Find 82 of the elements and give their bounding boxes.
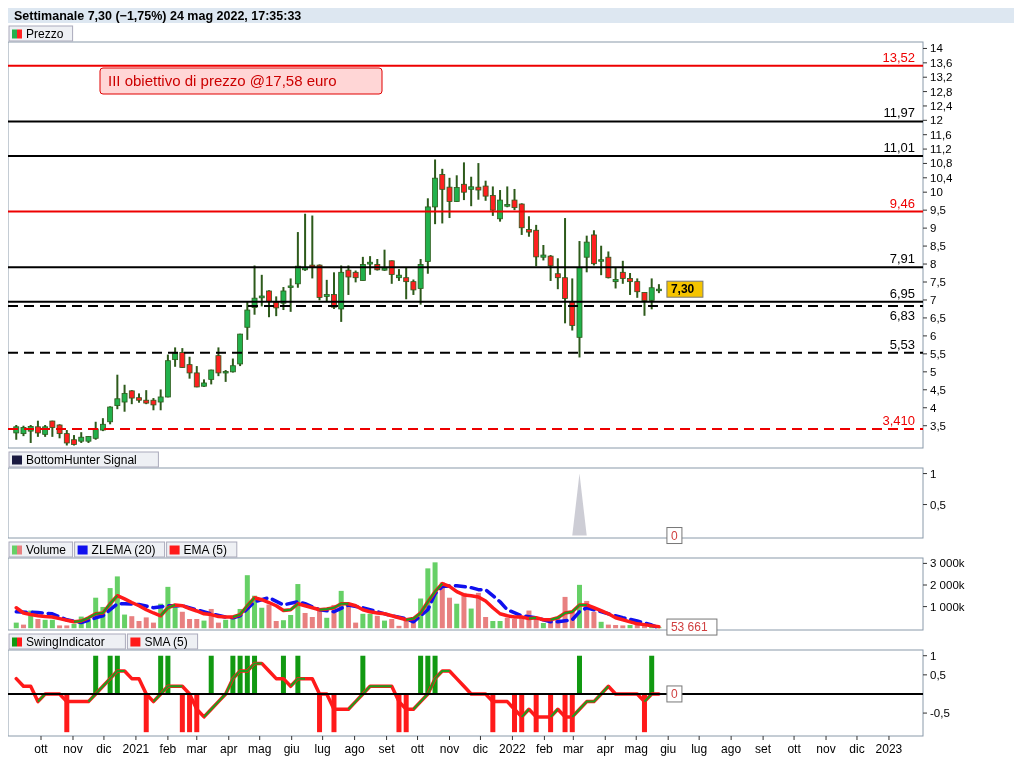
x-tick-label: apr xyxy=(220,742,238,756)
y-tick-label: 11,6 xyxy=(930,128,952,141)
y-tick-label: 3 000k xyxy=(930,557,965,570)
ref-line-label: 13,52 xyxy=(882,49,915,65)
y-tick-label: 2 000k xyxy=(930,579,965,591)
annotation: 7,30 xyxy=(670,282,695,297)
y-tick-label: 9,5 xyxy=(930,204,946,217)
ref-line-label: 11,97 xyxy=(883,105,915,121)
x-tick-label: 2021 xyxy=(122,742,150,756)
x-tick-label: set xyxy=(755,742,772,756)
y-tick-label: -0,5 xyxy=(930,707,950,720)
legend-label: SwingIndicator xyxy=(26,634,105,649)
legend-label: BottomHunter Signal xyxy=(26,452,137,467)
ref-line-label: 5,53 xyxy=(889,336,915,352)
x-tick-label: lug xyxy=(691,742,708,756)
x-tick-label: giu xyxy=(283,742,300,756)
annotation: 53 661 xyxy=(670,620,708,635)
legend-label: SMA (5) xyxy=(144,634,188,649)
y-tick-label: 12 xyxy=(930,114,943,127)
x-tick-label: ago xyxy=(344,742,365,756)
x-tick-label: 2023 xyxy=(875,742,903,756)
y-tick-label: 0,5 xyxy=(930,668,946,681)
chart-title: Settimanale 7,30 (−1,75%) 24 mag 2022, 17:35:33 xyxy=(14,9,302,23)
ref-line-label: 6,83 xyxy=(889,308,915,324)
ref-line-label: 7,91 xyxy=(889,251,915,267)
y-tick-label: 3,5 xyxy=(930,419,946,432)
x-tick-label: nov xyxy=(439,742,460,756)
ref-line-label: 6,95 xyxy=(889,285,915,301)
x-tick-label: dic xyxy=(849,742,865,756)
annotation: III obiettivo di prezzo @17,58 euro xyxy=(108,72,337,89)
y-tick-label: 10,4 xyxy=(930,171,953,184)
y-tick-label: 13,6 xyxy=(930,56,953,69)
y-tick-label: 12,8 xyxy=(930,85,953,98)
x-tick-label: set xyxy=(378,742,396,756)
x-tick-label: dic xyxy=(472,742,489,756)
ref-line-label: 9,46 xyxy=(889,195,915,211)
y-tick-label: 6,5 xyxy=(930,311,946,324)
x-tick-label: ago xyxy=(721,742,742,756)
ref-line-label: 3,410 xyxy=(882,412,915,428)
legend-label: ZLEMA (20) xyxy=(91,542,156,557)
annotation: 0 xyxy=(670,686,678,701)
ref-line-label: 11,01 xyxy=(883,139,915,155)
x-tick-label: ott xyxy=(787,742,802,756)
y-tick-label: 8,5 xyxy=(930,240,946,253)
y-tick-label: 1 000k xyxy=(930,600,965,613)
x-tick-label: dic xyxy=(96,742,112,756)
y-tick-label: 0,5 xyxy=(930,498,946,511)
y-tick-label: 4 xyxy=(930,401,937,414)
y-tick-label: 8 xyxy=(930,258,937,271)
x-tick-label: mag xyxy=(624,742,648,756)
x-tick-label: nov xyxy=(63,742,83,756)
x-tick-label: giu xyxy=(660,742,677,756)
y-tick-label: 13,2 xyxy=(930,71,953,84)
x-tick-label: ott xyxy=(410,742,425,756)
y-tick-label: 9 xyxy=(930,222,937,235)
y-tick-label: 6 xyxy=(930,329,937,342)
x-tick-label: nov xyxy=(816,742,836,756)
legend-label: Prezzo xyxy=(26,26,64,41)
legend-label: EMA (5) xyxy=(183,542,227,557)
x-tick-label: feb xyxy=(536,742,554,756)
annotation: 0 xyxy=(670,528,678,543)
x-tick-label: ott xyxy=(34,742,49,756)
x-tick-label: mag xyxy=(248,742,272,756)
y-tick-label: 11,2 xyxy=(930,143,952,156)
x-tick-label: 2022 xyxy=(499,742,527,756)
y-tick-label: 7,5 xyxy=(930,276,946,289)
x-tick-label: mar xyxy=(186,742,208,756)
y-tick-label: 5,5 xyxy=(930,347,946,360)
y-tick-label: 10,8 xyxy=(930,157,953,170)
y-tick-label: 14 xyxy=(930,42,944,55)
legend-label: Volume xyxy=(26,542,67,557)
y-tick-label: 12,4 xyxy=(930,99,953,112)
y-tick-label: 7 xyxy=(930,293,937,306)
x-tick-label: mar xyxy=(562,742,584,756)
y-tick-label: 10 xyxy=(930,186,943,199)
y-tick-label: 5 xyxy=(930,365,937,378)
x-tick-label: apr xyxy=(596,742,614,756)
x-tick-label: lug xyxy=(314,742,331,756)
x-tick-label: feb xyxy=(159,742,177,756)
y-tick-label: 4,5 xyxy=(930,383,946,396)
y-tick-label: 1 xyxy=(930,467,937,480)
y-tick-label: 1 xyxy=(930,649,937,662)
